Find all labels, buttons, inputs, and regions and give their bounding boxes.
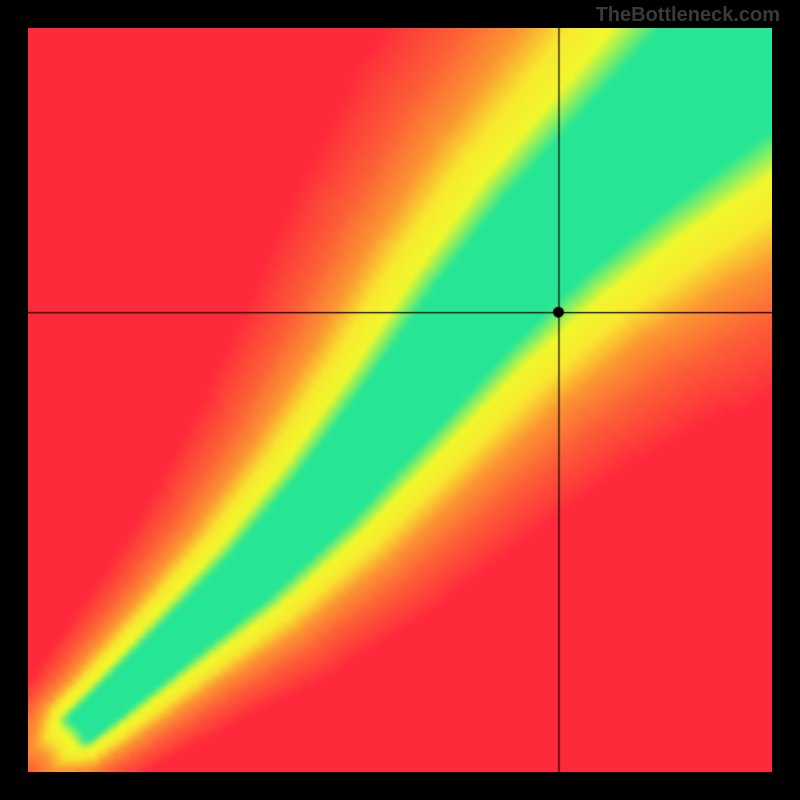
bottleneck-heatmap <box>28 28 772 772</box>
watermark-text: TheBottleneck.com <box>596 4 780 27</box>
chart-container: TheBottleneck.com <box>0 0 800 800</box>
